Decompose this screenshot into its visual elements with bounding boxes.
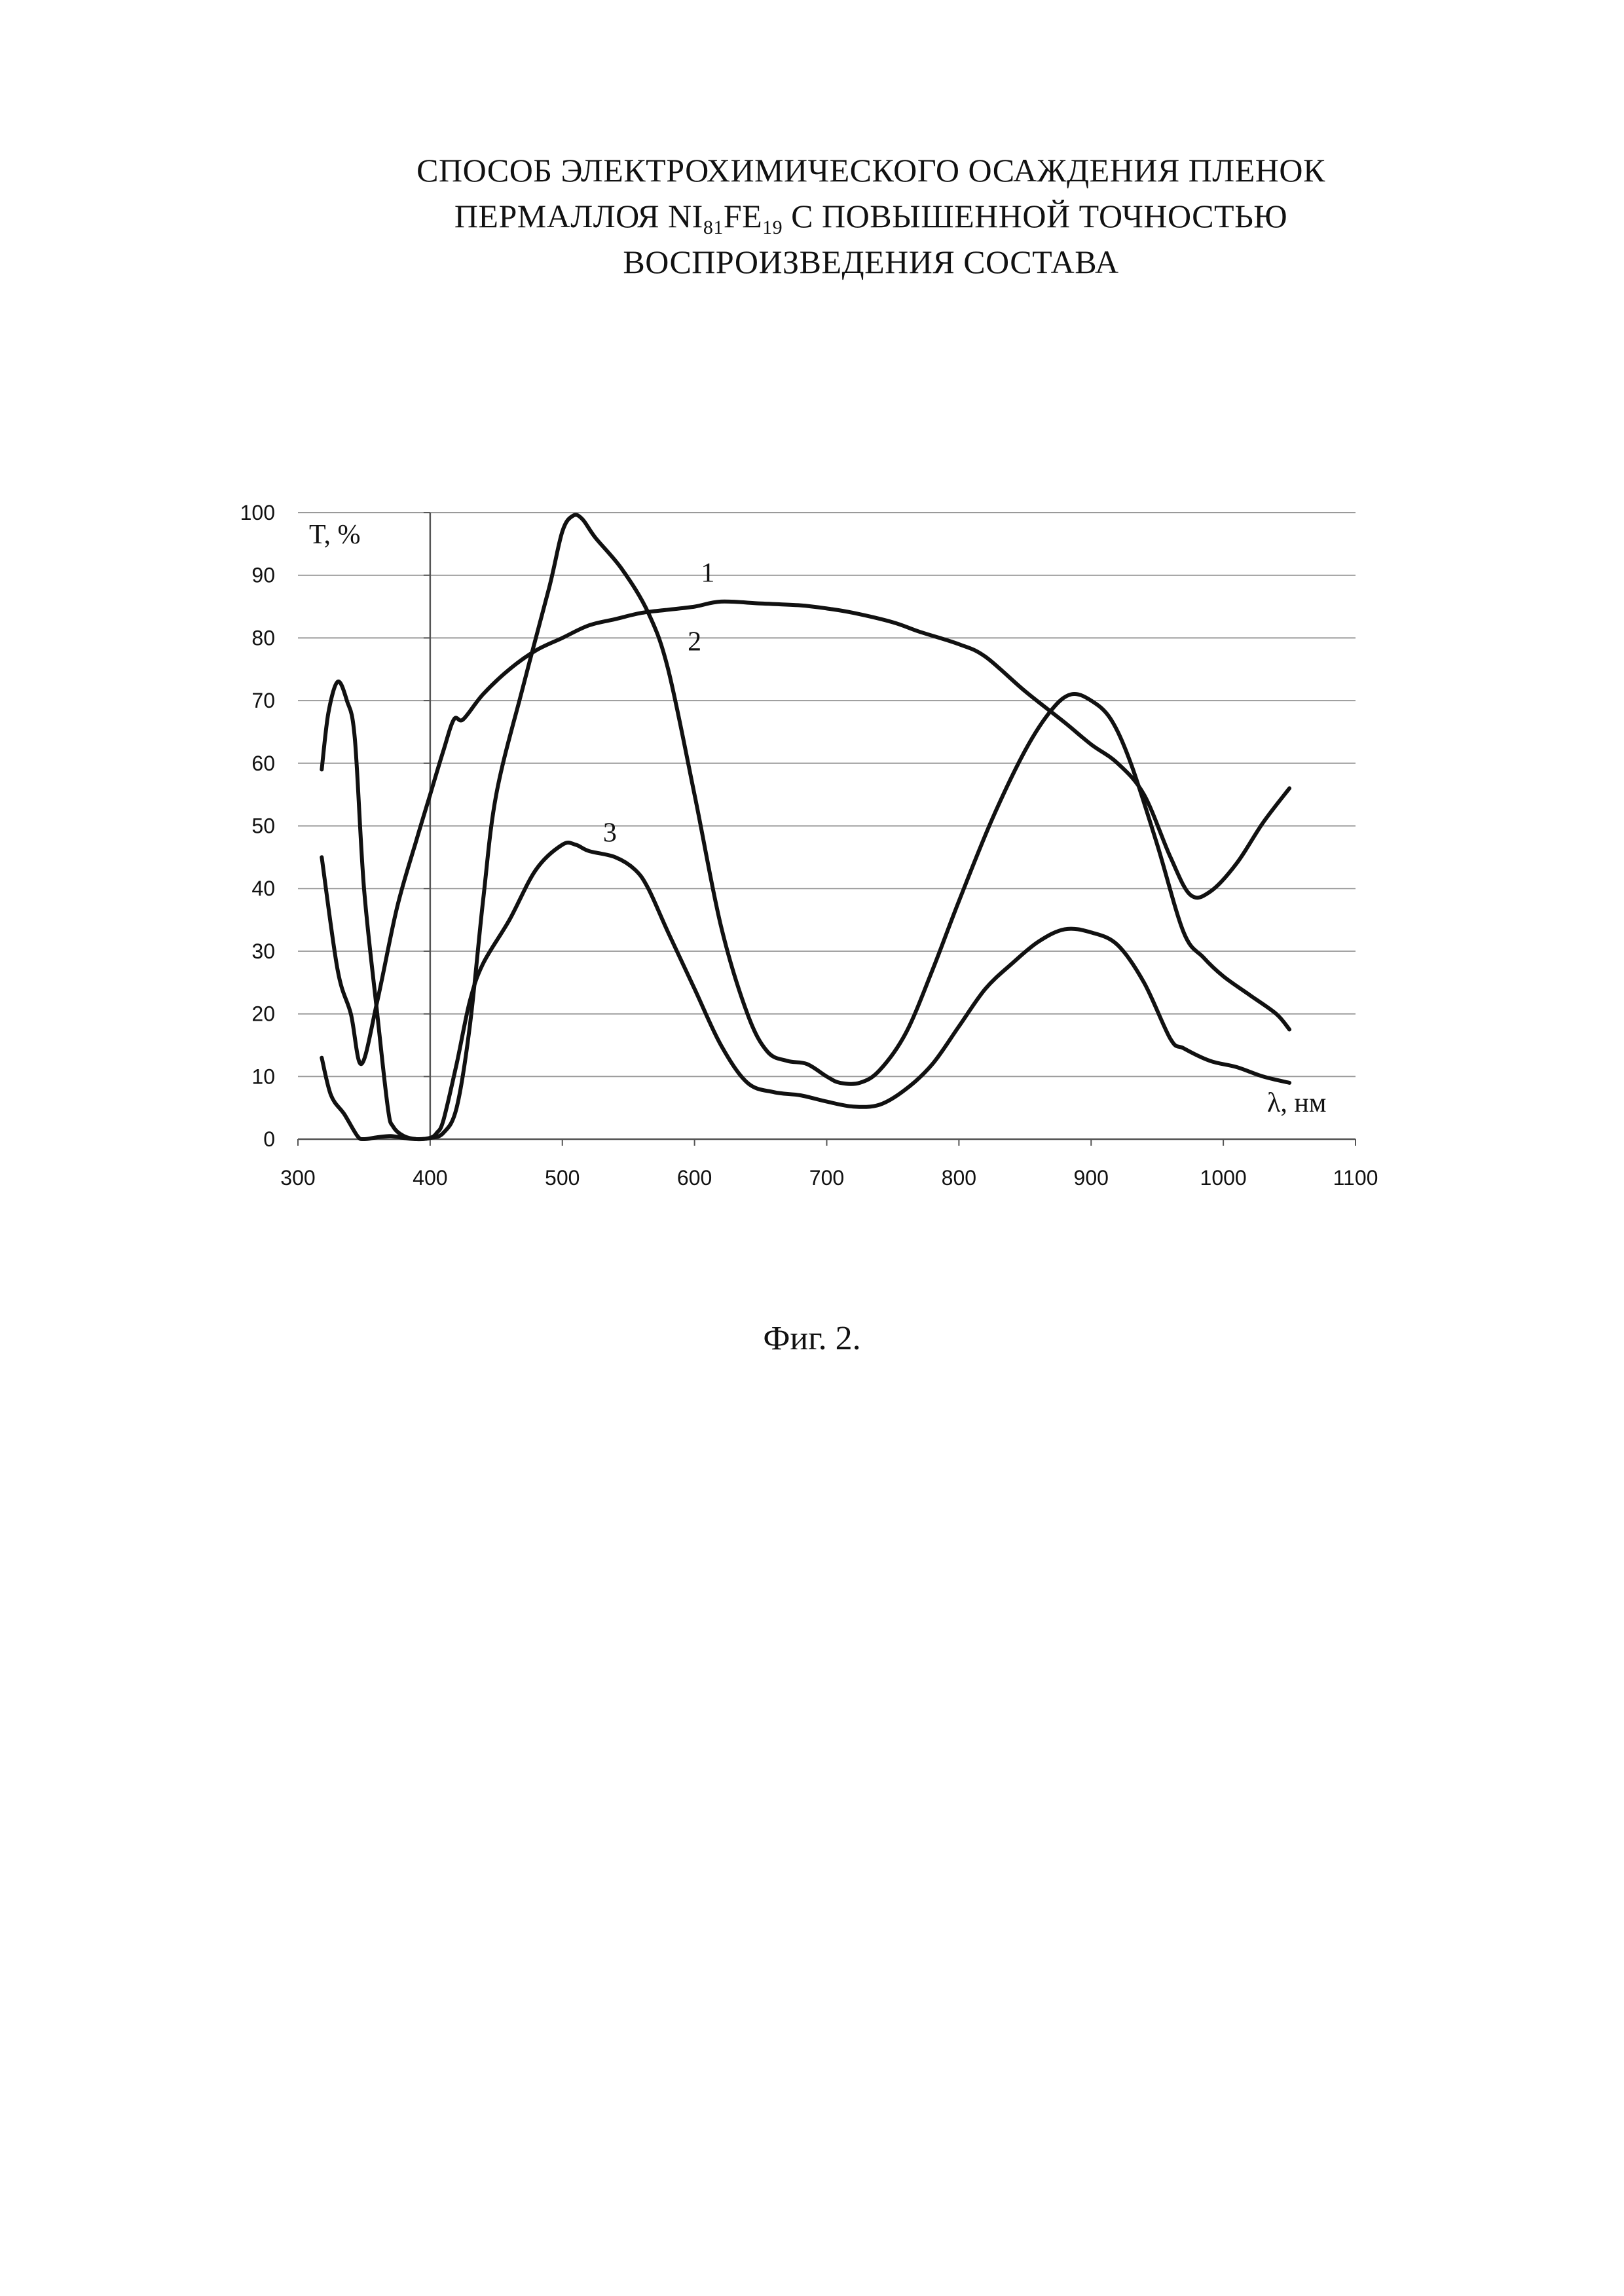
x-tick-labels: 300 400 500 600 700 800 900 1000 1100 bbox=[280, 1166, 1378, 1190]
x-axis-label: λ, нм bbox=[1267, 1088, 1326, 1118]
y-tick-label-50: 50 bbox=[251, 814, 275, 838]
y-tick-label-0: 0 bbox=[263, 1127, 275, 1151]
series-curve-2 bbox=[322, 515, 1289, 1139]
y-tick-label-70: 70 bbox=[251, 689, 275, 712]
x-tick-label-1100: 1100 bbox=[1333, 1166, 1378, 1190]
x-tick-label-600: 600 bbox=[677, 1166, 712, 1190]
y-tick-label-40: 40 bbox=[251, 877, 275, 900]
curve-label-1: 1 bbox=[701, 558, 714, 588]
y-tick-label-20: 20 bbox=[251, 1002, 275, 1026]
y-tick-label-100: 100 bbox=[240, 501, 275, 524]
x-tick-label-800: 800 bbox=[942, 1166, 976, 1190]
gridlines bbox=[298, 513, 1356, 1076]
curve-label-3: 3 bbox=[603, 818, 617, 848]
series-curve-3 bbox=[322, 843, 1289, 1139]
y-tick-labels: 0 10 20 30 40 50 60 70 80 90 100 bbox=[240, 501, 275, 1151]
y-tick-label-80: 80 bbox=[251, 626, 275, 649]
y-tick-label-60: 60 bbox=[251, 752, 275, 775]
x-tick-label-500: 500 bbox=[545, 1166, 580, 1190]
y-tick-label-10: 10 bbox=[251, 1065, 275, 1088]
x-tick-label-300: 300 bbox=[280, 1166, 315, 1190]
data-series bbox=[322, 515, 1289, 1139]
curve-label-2: 2 bbox=[688, 627, 701, 657]
x-tick-label-700: 700 bbox=[809, 1166, 844, 1190]
y-tick-label-90: 90 bbox=[251, 564, 275, 587]
y-tick-label-30: 30 bbox=[251, 939, 275, 963]
x-tick-label-900: 900 bbox=[1074, 1166, 1109, 1190]
x-tick-label-400: 400 bbox=[413, 1166, 447, 1190]
x-tick-label-1000: 1000 bbox=[1200, 1166, 1247, 1190]
series-curve-1 bbox=[322, 602, 1289, 1065]
figure-caption: Фиг. 2. bbox=[0, 1319, 1624, 1358]
y-axis-label: T, % bbox=[309, 520, 361, 550]
